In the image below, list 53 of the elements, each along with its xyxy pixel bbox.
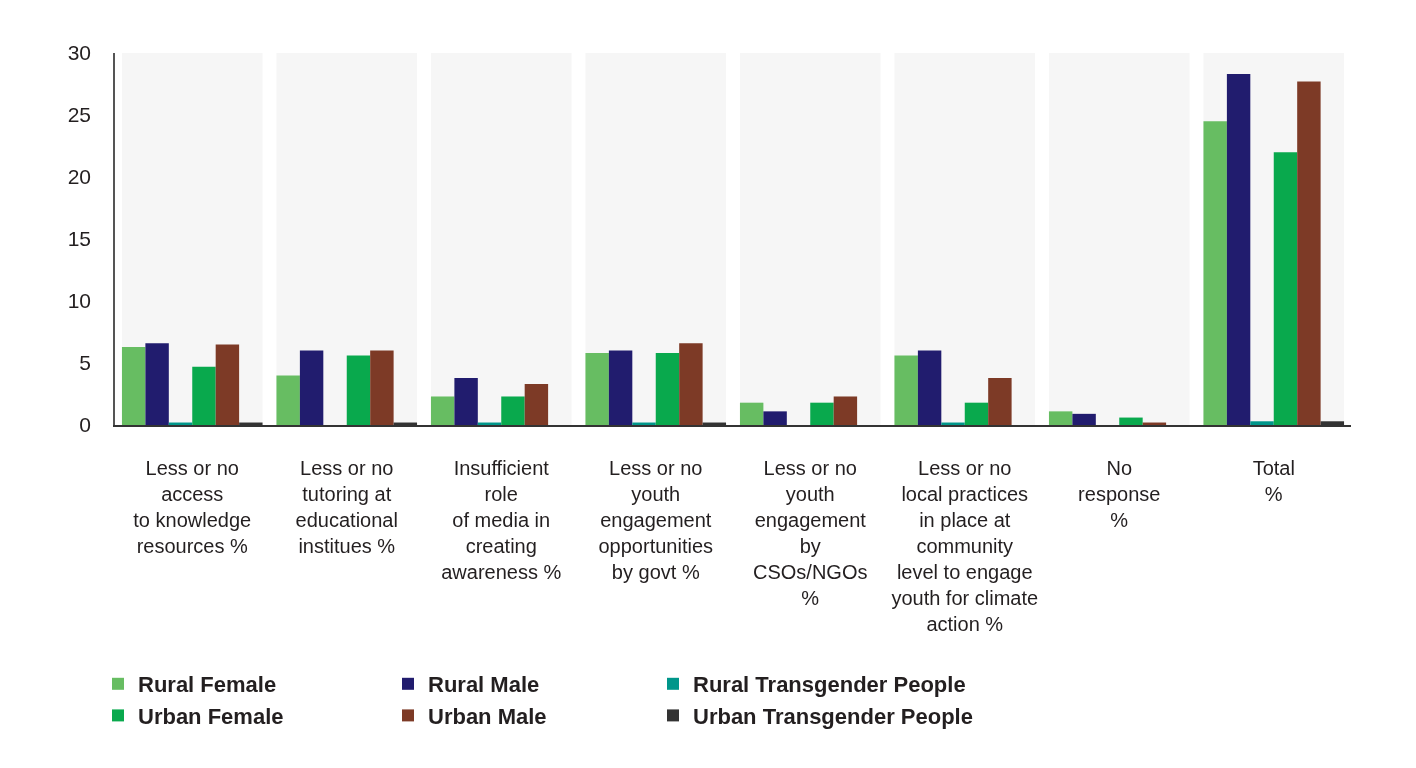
bar	[917, 350, 942, 425]
y-tick-label: 0	[79, 413, 92, 437]
bar	[192, 366, 216, 425]
bar	[430, 396, 455, 425]
x-tick-label: No response %	[1078, 457, 1161, 531]
bar	[810, 402, 834, 425]
bar	[1048, 411, 1073, 425]
bar	[299, 350, 324, 425]
x-tick-label: Total %	[1252, 457, 1295, 505]
x-tick-label: Less or no access to knowledge resources %	[133, 457, 252, 557]
bar	[121, 346, 146, 425]
bar	[988, 377, 1012, 425]
legend-label: Urban Transgender People	[693, 703, 973, 729]
bar	[346, 355, 371, 425]
bar	[679, 343, 703, 425]
x-tick-label: Less or no youth engagement opportunities by govt %	[598, 457, 714, 583]
bar	[1297, 81, 1321, 425]
legend-label: Rural Transgender People	[693, 672, 966, 698]
bar	[370, 350, 394, 425]
bar	[608, 350, 633, 425]
bar	[585, 353, 609, 425]
y-tick-label: 30	[67, 41, 92, 65]
x-tick-label: Less or no local practices in place at community level to engage youth for climate action %	[891, 457, 1039, 635]
bar	[763, 411, 787, 425]
bar	[276, 375, 300, 425]
bar	[1072, 413, 1096, 425]
bar	[1203, 121, 1227, 425]
legend-label: Rural Male	[428, 672, 540, 698]
bar	[1273, 152, 1298, 425]
y-tick-label: 10	[67, 289, 92, 313]
bar	[215, 344, 240, 425]
bar	[1226, 74, 1251, 425]
bar	[454, 377, 478, 425]
bar	[1250, 421, 1274, 425]
bar	[964, 402, 989, 425]
y-tick-label: 5	[79, 351, 92, 375]
legend-label: Rural Female	[138, 672, 277, 698]
legend-label: Urban Male	[428, 703, 547, 729]
x-tick-label: Less or no tutoring at educational institues %	[295, 457, 398, 557]
y-tick-label: 20	[67, 165, 92, 189]
x-tick-label: Insufficient role of media in creating awareness %	[441, 457, 562, 583]
legend-label: Urban Female	[138, 703, 284, 729]
bar	[1119, 417, 1143, 425]
y-tick-label: 25	[67, 103, 92, 127]
x-tick-label: Less or no youth engagement by CSOs/NGOs %	[753, 457, 868, 609]
bar	[655, 353, 680, 425]
y-tick-label: 15	[67, 227, 92, 251]
bar	[739, 402, 764, 425]
bar	[894, 355, 918, 425]
bar	[501, 396, 525, 425]
bar	[524, 384, 549, 425]
bar	[145, 343, 169, 425]
bar	[833, 396, 858, 425]
